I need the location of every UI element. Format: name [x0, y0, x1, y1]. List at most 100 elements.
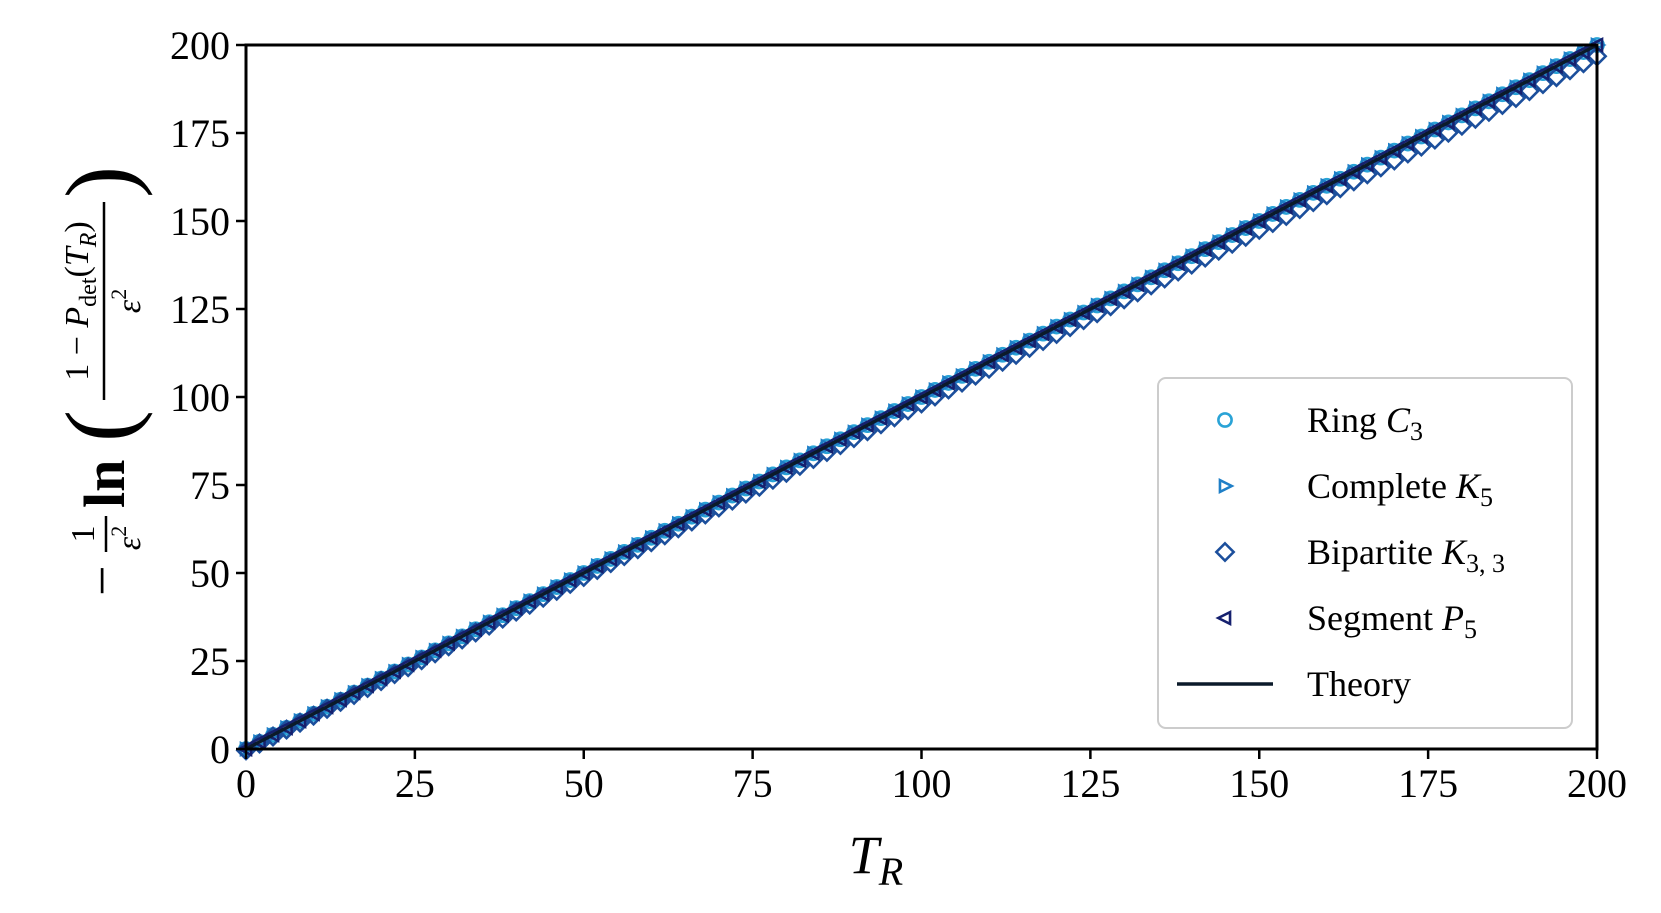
data-point	[790, 452, 807, 469]
data-point	[1006, 339, 1023, 356]
data-point	[857, 417, 874, 434]
data-point	[1276, 198, 1293, 215]
legend-entry: Bipartite K3, 3	[1214, 532, 1505, 578]
data-point	[1560, 51, 1577, 68]
data-point	[439, 635, 455, 652]
y-tick-label: 150	[170, 199, 230, 244]
legend-marker	[1215, 610, 1232, 626]
x-tick-label: 200	[1567, 761, 1627, 806]
data-point	[1073, 304, 1090, 321]
data-point	[952, 367, 969, 384]
data-point	[547, 579, 564, 596]
data-point	[1033, 325, 1050, 342]
legend-marker	[1218, 478, 1235, 494]
data-point	[1344, 163, 1361, 180]
data-point	[425, 642, 442, 659]
data-point	[249, 733, 266, 750]
data-point	[1263, 205, 1280, 222]
data-point	[1384, 142, 1401, 159]
data-point	[560, 572, 577, 589]
svg-text:(: (	[46, 410, 153, 442]
data-point	[1533, 65, 1550, 82]
svg-text:): )	[46, 166, 153, 198]
data-point	[1452, 107, 1469, 124]
data-point	[763, 466, 780, 483]
data-point	[1168, 255, 1185, 272]
x-tick-label: 100	[892, 761, 952, 806]
y-tick-label: 100	[170, 375, 230, 420]
data-point	[992, 346, 1009, 363]
svg-text:−: −	[72, 566, 132, 596]
legend-label: Segment P5	[1307, 598, 1477, 644]
svg-text:ε2: ε2	[106, 289, 148, 313]
data-point	[384, 663, 401, 680]
data-point	[1019, 332, 1036, 349]
x-axis-ticks: 0 25 50 75 100 125 150 175 200	[236, 749, 1627, 806]
x-tick-label: 50	[564, 761, 604, 806]
x-tick-label: 75	[733, 761, 773, 806]
data-point	[1236, 220, 1253, 237]
legend-label: Bipartite K3, 3	[1307, 532, 1505, 578]
data-point	[871, 410, 888, 427]
legend-marker	[1214, 541, 1236, 563]
data-point	[601, 550, 618, 567]
legend-box	[1157, 377, 1573, 729]
data-point	[371, 670, 388, 687]
data-point	[884, 403, 901, 420]
x-tick-label: 25	[395, 761, 435, 806]
data-point	[1303, 184, 1320, 201]
y-axis-ticks: 0 25 50 75 100 125 150 175 200	[170, 23, 246, 772]
y-tick-label: 200	[170, 23, 230, 68]
data-point	[668, 515, 685, 532]
data-point	[1357, 156, 1374, 173]
data-point	[263, 726, 280, 743]
data-point	[1330, 170, 1347, 187]
svg-text:ε2: ε2	[106, 526, 148, 550]
data-point	[749, 473, 766, 490]
data-point	[1141, 269, 1158, 286]
data-point	[276, 719, 293, 736]
x-tick-label: 150	[1229, 761, 1289, 806]
svg-text:ln: ln	[72, 460, 137, 508]
data-point	[830, 431, 847, 448]
y-tick-label: 50	[190, 551, 230, 596]
data-point	[452, 628, 469, 645]
data-point	[493, 607, 510, 624]
data-point	[1114, 283, 1131, 300]
data-point	[925, 381, 942, 398]
data-point	[1209, 234, 1226, 251]
legend-entry: Ring C3	[1217, 400, 1423, 446]
data-point	[1371, 149, 1388, 166]
data-point	[1506, 79, 1523, 96]
data-point	[1290, 191, 1307, 208]
legend-label: Ring C3	[1307, 400, 1423, 446]
x-tick-label: 125	[1060, 761, 1120, 806]
svg-text:1: 1	[65, 526, 102, 543]
data-point	[1465, 100, 1482, 117]
legend-label: Theory	[1307, 664, 1411, 704]
data-point	[290, 712, 307, 729]
data-point	[911, 389, 928, 405]
data-point	[1128, 276, 1144, 293]
x-tick-label: 0	[236, 761, 256, 806]
data-point	[1545, 66, 1567, 88]
data-point	[1518, 80, 1540, 102]
data-point	[357, 677, 374, 694]
data-point	[1398, 135, 1415, 152]
y-tick-label: 175	[170, 111, 230, 156]
svg-text:1 − Pdet(TR): 1 − Pdet(TR)	[59, 221, 102, 381]
x-tick-label: 175	[1398, 761, 1458, 806]
data-point	[655, 522, 672, 539]
data-point	[1195, 241, 1212, 258]
x-axis-label: TR	[849, 825, 903, 894]
data-point	[1519, 72, 1536, 89]
data-point	[736, 480, 753, 497]
data-point	[1425, 121, 1442, 138]
data-point	[398, 656, 415, 673]
data-point	[1317, 177, 1334, 194]
data-point	[533, 586, 550, 603]
legend-label: Complete K5	[1307, 466, 1493, 512]
data-point	[776, 459, 793, 476]
legend-marker	[1217, 412, 1233, 428]
data-point	[1573, 52, 1594, 74]
